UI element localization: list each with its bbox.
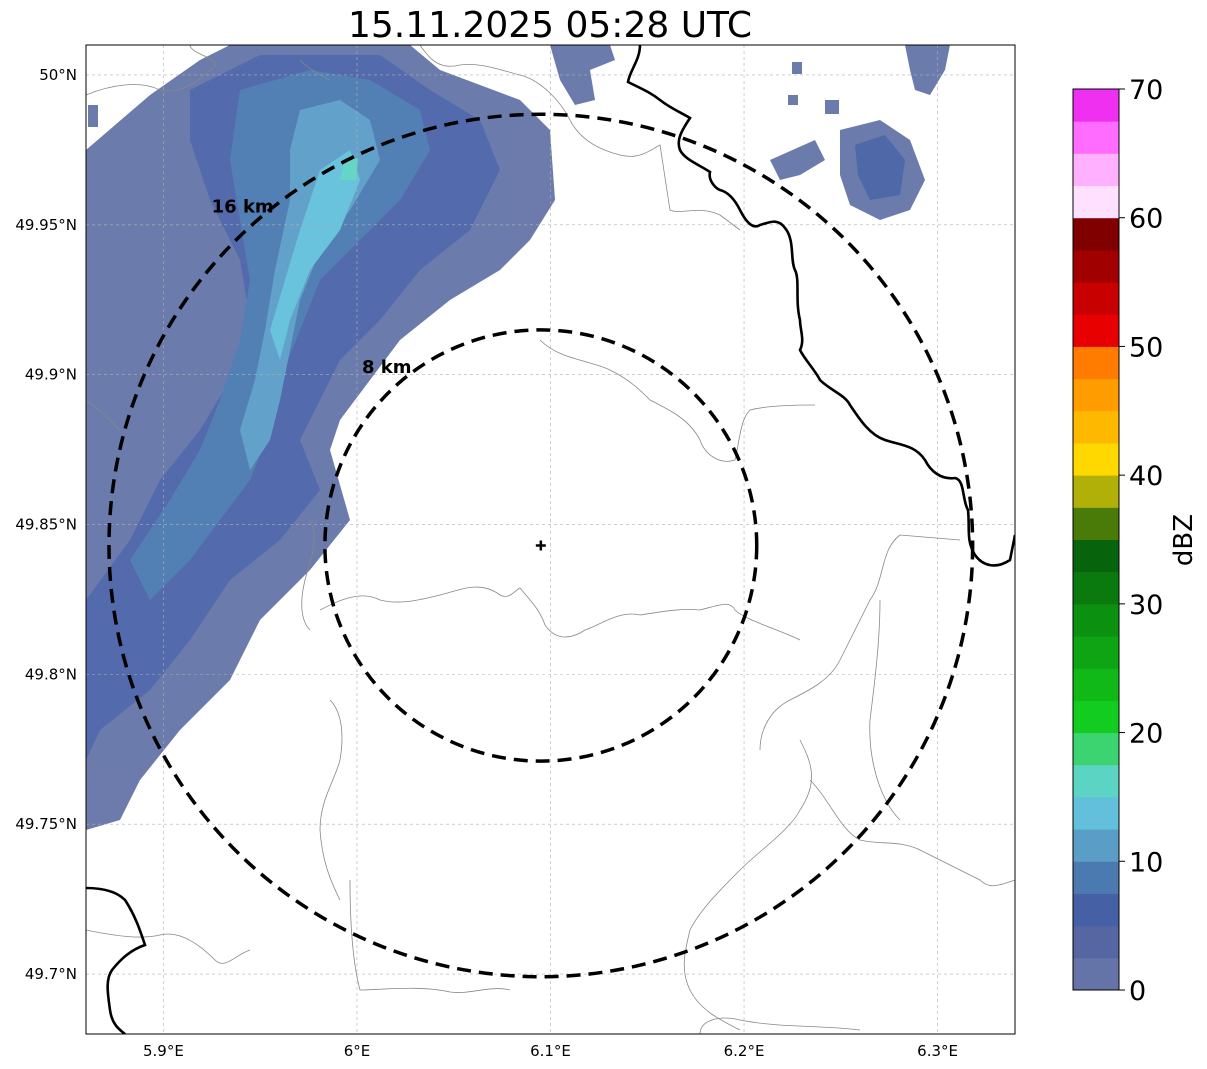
colorbar-tick-label: 0 (1129, 976, 1146, 1007)
colorbar-segment (1073, 861, 1119, 894)
colorbar-label: dBZ (1169, 514, 1199, 566)
lat-tick-label: 50°N (39, 66, 77, 84)
colorbar-segment (1073, 764, 1119, 798)
country-borders (86, 45, 1015, 1034)
lat-tick-label: 49.75°N (15, 815, 77, 833)
lon-tick-label: 6.2°E (724, 1042, 765, 1060)
colorbar-segment (1073, 185, 1119, 219)
echo-region (825, 100, 839, 114)
echo-region (792, 62, 802, 74)
colorbar-segment (1073, 282, 1119, 315)
colorbar-segment (1073, 346, 1119, 380)
colorbar-tick-label: 60 (1129, 204, 1163, 235)
echo-region (340, 158, 358, 180)
gridlines (86, 45, 1015, 1034)
lat-tick-label: 49.8°N (25, 665, 77, 683)
echo-region (550, 45, 615, 105)
colorbar-segment (1073, 217, 1119, 251)
echo-region (770, 140, 825, 180)
colorbar-segment (1073, 957, 1119, 991)
colorbar-tick-label: 70 (1129, 75, 1163, 106)
lat-tick-label: 49.95°N (15, 216, 77, 234)
colorbar-segment (1073, 603, 1119, 637)
admin-boundaries (86, 45, 1015, 1034)
echo-region (788, 95, 798, 105)
colorbar-segment (1073, 410, 1119, 444)
lat-tick-label: 49.7°N (25, 965, 77, 983)
colorbar-segment (1073, 539, 1119, 573)
lon-tick-label: 5.9°E (143, 1042, 184, 1060)
colorbar-segment (1073, 636, 1119, 669)
map-title: 15.11.2025 05:28 UTC (347, 5, 753, 46)
colorbar-segment (1073, 121, 1119, 154)
colorbar-segment (1073, 668, 1119, 701)
colorbar-segment (1073, 829, 1119, 862)
colorbar-segment (1073, 249, 1119, 283)
colorbar-segment (1073, 893, 1119, 927)
echo-region (270, 150, 360, 360)
range-ring-label: 16 km (212, 196, 274, 217)
colorbar-segment (1073, 796, 1119, 830)
lat-tick-label: 49.85°N (15, 516, 77, 534)
colorbar-tick-label: 50 (1129, 332, 1163, 363)
colorbar-tick-label: 30 (1129, 590, 1163, 621)
colorbar-segment (1073, 475, 1119, 508)
lat-tick-label: 49.9°N (25, 366, 77, 384)
echo-region (88, 105, 98, 127)
reflectivity-echoes (86, 45, 950, 830)
colorbar-segment (1073, 378, 1119, 412)
colorbar-segment (1073, 732, 1119, 766)
colorbar-segment (1073, 89, 1119, 122)
longitude-tick-labels: 5.9°E 6°E 6.1°E 6.2°E 6.3°E (143, 1042, 958, 1060)
colorbar-segment (1073, 571, 1119, 605)
range-rings: 8 km 16 km (107, 112, 975, 979)
map-frame (85, 44, 1016, 1035)
colorbar-segment (1073, 442, 1119, 476)
lon-tick-label: 6.3°E (917, 1042, 958, 1060)
colorbar-segment (1073, 314, 1119, 347)
colorbar-segment (1073, 700, 1119, 734)
latitude-tick-labels: 50°N 49.95°N 49.9°N 49.85°N 49.8°N 49.75°N 49.… (15, 66, 77, 983)
colorbar-segment (1073, 153, 1119, 187)
colorbar-tick-label: 10 (1129, 847, 1163, 878)
colorbar-frame (1072, 88, 1120, 991)
range-ring (323, 328, 759, 763)
colorbar-segment (1073, 507, 1119, 540)
echo-region (86, 55, 500, 760)
colorbar-segment (1073, 925, 1119, 959)
radar-site-marker (535, 540, 546, 551)
echo-region (855, 135, 905, 200)
colorbar-tick-label: 40 (1129, 461, 1163, 492)
lon-tick-label: 6°E (344, 1042, 371, 1060)
map-content: 8 km 16 km (86, 45, 1015, 1034)
colorbar-tick-label: 20 (1129, 719, 1163, 750)
colorbar: 0 10 20 30 40 50 60 70 (1072, 75, 1163, 1007)
range-ring (107, 112, 975, 979)
echo-region (905, 45, 950, 95)
range-ring-label: 8 km (362, 357, 412, 378)
lon-tick-label: 6.1°E (530, 1042, 571, 1060)
